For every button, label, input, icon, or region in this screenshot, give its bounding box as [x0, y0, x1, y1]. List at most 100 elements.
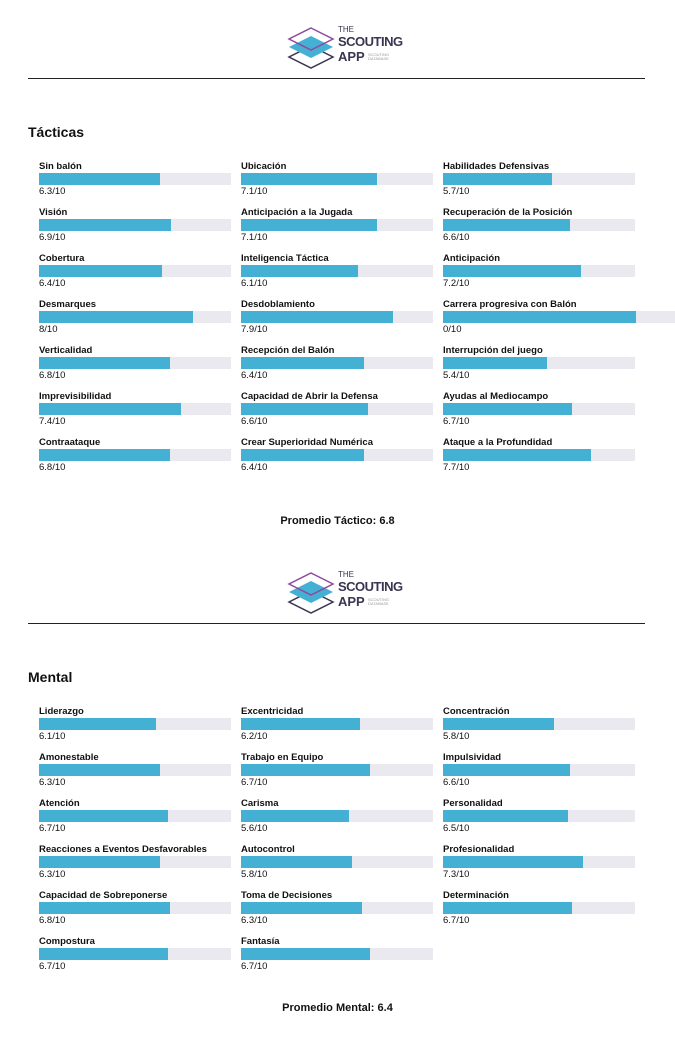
rating-label: Toma de Decisiones	[241, 890, 333, 901]
rating-item: Contraataque 6.8/10	[39, 437, 241, 483]
mental-grid: Liderazgo 6.1/10 Excentricidad 6.2/10 Concen…	[39, 706, 645, 982]
rating-item: Reacciones a Eventos Desfavorables 6.3/10	[39, 844, 241, 890]
logo-text: APP	[338, 49, 365, 64]
rating-value: 7.4/10	[39, 416, 66, 427]
rating-bar-fill	[39, 219, 172, 231]
logo-tagline: SCOUTING DATABASE	[368, 597, 390, 606]
rating-label: Interrupción del juego	[443, 345, 543, 356]
rating-bar-fill	[39, 173, 160, 185]
rating-value: 0/10	[443, 324, 462, 335]
rating-bar	[443, 265, 635, 277]
rating-item: Toma de Decisiones 6.3/10	[241, 890, 443, 936]
rating-bar	[443, 764, 635, 776]
rating-label: Determinación	[443, 890, 509, 901]
rating-bar-fill	[241, 764, 370, 776]
rating-value: 7.1/10	[241, 232, 268, 243]
rating-item: Anticipación 7.2/10	[443, 253, 645, 299]
rating-bar	[241, 856, 433, 868]
rating-bar	[39, 902, 231, 914]
rating-label: Habilidades Defensivas	[443, 161, 550, 172]
rating-label: Desmarques	[39, 299, 97, 310]
rating-value: 7.9/10	[241, 324, 268, 335]
rating-bar-fill	[443, 219, 570, 231]
rating-item: Anticipación a la Jugada 7.1/10	[241, 207, 443, 253]
rating-value: 7.2/10	[443, 278, 470, 289]
rating-bar-fill	[241, 948, 370, 960]
rating-item: Liderazgo 6.1/10	[39, 706, 241, 752]
rating-value: 6.8/10	[39, 462, 66, 473]
rating-bar	[443, 403, 635, 415]
rating-bar	[241, 357, 433, 369]
rating-bar	[39, 718, 231, 730]
logo-text: THE	[338, 25, 354, 34]
rating-value: 5.8/10	[241, 869, 268, 880]
rating-bar-fill	[443, 810, 568, 822]
rating-bar-fill	[241, 311, 393, 323]
rating-item: Impulsividad 6.6/10	[443, 752, 645, 798]
rating-label: Ayudas al Mediocampo	[443, 391, 549, 402]
logo-tagline: SCOUTING DATABASE	[368, 52, 390, 61]
rating-item: Compostura 6.7/10	[39, 936, 241, 982]
rating-bar-fill	[443, 311, 636, 323]
rating-label: Cobertura	[39, 253, 85, 264]
rating-value: 5.4/10	[443, 370, 470, 381]
rating-bar	[241, 810, 433, 822]
rating-value: 5.6/10	[241, 823, 268, 834]
mental-average: Promedio Mental: 6.4	[282, 1002, 393, 1014]
rating-value: 6.6/10	[241, 416, 268, 427]
rating-bar-fill	[241, 403, 368, 415]
tactics-grid: Sin balón 6.3/10 Ubicación 7.1/10 Habilidade…	[39, 161, 675, 483]
rating-item: Desdoblamiento 7.9/10	[241, 299, 443, 345]
rating-label: Ataque a la Profundidad	[443, 437, 553, 448]
rating-label: Fantasía	[241, 936, 280, 947]
rating-bar	[443, 357, 635, 369]
rating-label: Autocontrol	[241, 844, 295, 855]
rating-value: 6.6/10	[443, 232, 470, 243]
rating-bar-fill	[39, 311, 193, 323]
rating-item: Trabajo en Equipo 6.7/10	[241, 752, 443, 798]
rating-bar	[39, 311, 231, 323]
rating-bar	[39, 449, 231, 461]
rating-bar-fill	[39, 265, 162, 277]
rating-label: Verticalidad	[39, 345, 93, 356]
rating-value: 6.2/10	[241, 731, 268, 742]
rating-bar	[241, 403, 433, 415]
rating-label: Imprevisibilidad	[39, 391, 112, 402]
rating-item: Capacidad de Sobreponerse 6.8/10	[39, 890, 241, 936]
rating-bar	[241, 265, 433, 277]
rating-bar-fill	[443, 718, 555, 730]
section-title: Tácticas	[28, 124, 85, 140]
rating-bar-fill	[241, 265, 359, 277]
scouting-app-logo: THE SCOUTING APP SCOUTING DATABASE	[286, 571, 403, 617]
rating-bar-fill	[443, 403, 572, 415]
rating-value: 6.7/10	[443, 915, 470, 926]
rating-bar-fill	[241, 219, 378, 231]
rating-label: Carisma	[241, 798, 279, 809]
rating-item: Ayudas al Mediocampo 6.7/10	[443, 391, 645, 437]
divider	[28, 78, 645, 79]
rating-bar-fill	[443, 764, 570, 776]
rating-label: Profesionalidad	[443, 844, 515, 855]
divider	[28, 623, 645, 624]
rating-label: Crear Superioridad Numérica	[241, 437, 373, 448]
rating-label: Excentricidad	[241, 706, 304, 717]
rating-label: Ubicación	[241, 161, 287, 172]
rating-label: Compostura	[39, 936, 95, 947]
rating-bar	[443, 718, 635, 730]
rating-label: Inteligencia Táctica	[241, 253, 329, 264]
rating-item: Concentración 5.8/10	[443, 706, 645, 752]
rating-bar	[39, 856, 231, 868]
rating-value: 6.7/10	[39, 961, 66, 972]
rating-bar-fill	[39, 403, 182, 415]
rating-bar-fill	[39, 449, 170, 461]
rating-bar	[39, 810, 231, 822]
rating-bar-fill	[39, 718, 157, 730]
logo-text: SCOUTING	[338, 579, 403, 594]
rating-bar	[443, 810, 635, 822]
rating-value: 6.4/10	[39, 278, 66, 289]
rating-bar-fill	[241, 357, 364, 369]
rating-bar	[39, 265, 231, 277]
rating-value: 6.3/10	[39, 777, 66, 788]
rating-bar-fill	[241, 810, 349, 822]
rating-bar	[241, 764, 433, 776]
